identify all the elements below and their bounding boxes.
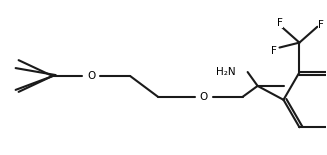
Text: O: O: [87, 71, 95, 81]
Text: F: F: [318, 20, 324, 30]
Text: H₂N: H₂N: [216, 67, 236, 77]
Text: O: O: [200, 92, 208, 102]
Text: F: F: [271, 46, 276, 55]
Text: F: F: [277, 18, 283, 28]
